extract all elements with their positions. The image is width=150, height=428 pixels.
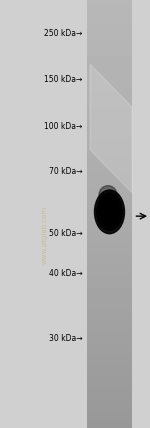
Ellipse shape xyxy=(105,205,114,218)
Text: 100 kDa→: 100 kDa→ xyxy=(44,122,82,131)
Text: www.ptglab.com: www.ptglab.com xyxy=(42,206,48,265)
Text: 40 kDa→: 40 kDa→ xyxy=(49,269,82,279)
Ellipse shape xyxy=(94,190,124,234)
Text: 50 kDa→: 50 kDa→ xyxy=(49,229,82,238)
Ellipse shape xyxy=(103,202,116,222)
Polygon shape xyxy=(90,64,132,193)
Ellipse shape xyxy=(97,193,122,230)
Text: 70 kDa→: 70 kDa→ xyxy=(49,166,82,176)
Text: 30 kDa→: 30 kDa→ xyxy=(49,333,82,343)
Ellipse shape xyxy=(99,186,117,204)
Text: 250 kDa→: 250 kDa→ xyxy=(44,29,82,38)
Text: 150 kDa→: 150 kDa→ xyxy=(44,74,82,84)
Ellipse shape xyxy=(100,198,119,226)
